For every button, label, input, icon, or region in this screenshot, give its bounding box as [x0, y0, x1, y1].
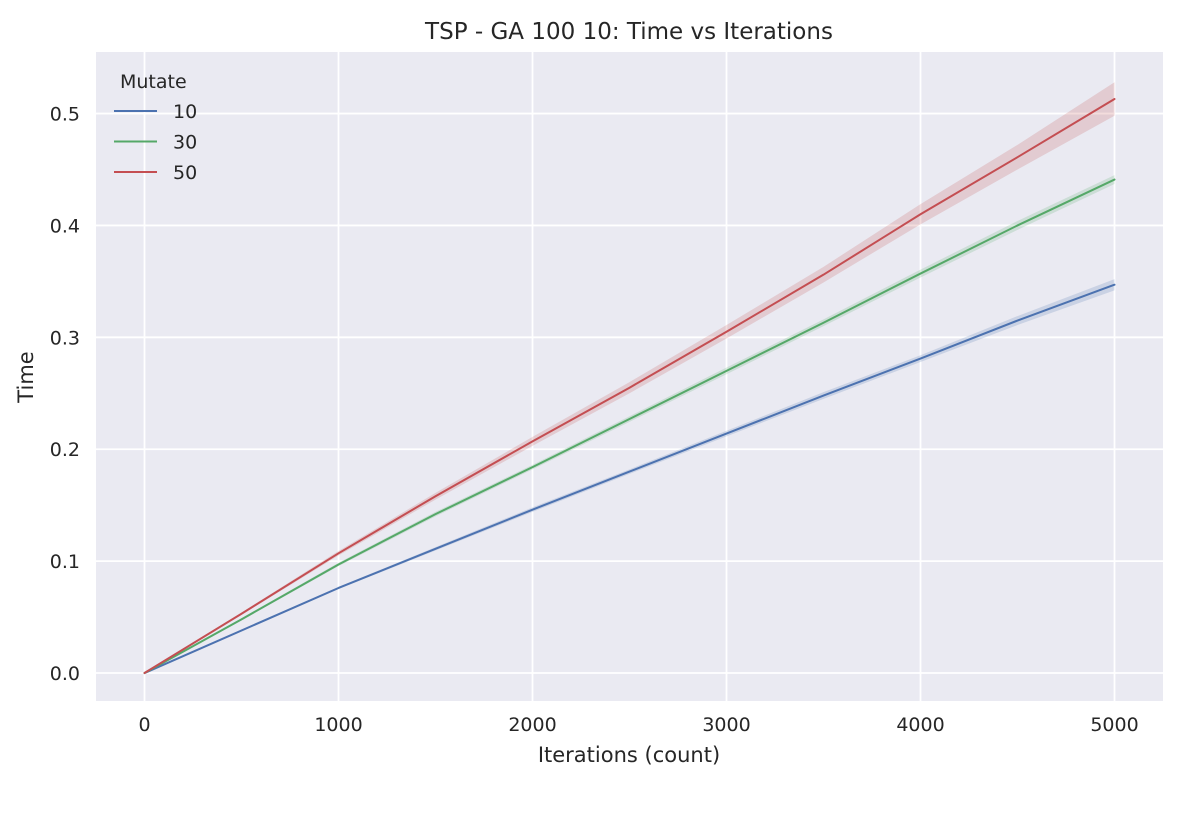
x-tick-label: 2000 [508, 714, 556, 736]
legend-items: 10 30 50 [114, 101, 197, 184]
legend-label-30: 30 [173, 132, 197, 154]
y-tick-label: 0.4 [50, 215, 80, 237]
y-tick-label: 0.5 [50, 104, 80, 126]
legend: Mutate 10 30 50 [114, 71, 197, 184]
series-50-line [143, 98, 1116, 675]
x-tick-label: 0 [138, 714, 150, 736]
y-tick-label: 0.1 [50, 551, 80, 573]
series-30-line [143, 178, 1116, 675]
chart-title: TSP - GA 100 10: Time vs Iterations [424, 19, 833, 45]
series-30-ci-band [144, 175, 1115, 674]
y-axis-label: Time [14, 351, 38, 403]
y-tick-label: 0.0 [50, 663, 80, 685]
x-tick-label: 4000 [896, 714, 944, 736]
x-tick-label: 5000 [1090, 714, 1138, 736]
x-tick-labels: 0 1000 2000 3000 4000 5000 [138, 714, 1138, 736]
series-lines [143, 98, 1116, 675]
x-tick-label: 1000 [314, 714, 362, 736]
y-tick-label: 0.3 [50, 327, 80, 349]
x-tick-label: 3000 [702, 714, 750, 736]
series-10-line [143, 283, 1116, 675]
x-axis-label: Iterations (count) [538, 743, 720, 767]
legend-label-10: 10 [173, 101, 197, 123]
legend-label-50: 50 [173, 162, 197, 184]
grid-lines [96, 52, 1163, 701]
legend-title: Mutate [120, 71, 187, 93]
y-tick-label: 0.2 [50, 439, 80, 461]
y-tick-labels: 0.0 0.1 0.2 0.3 0.4 0.5 [50, 104, 80, 685]
